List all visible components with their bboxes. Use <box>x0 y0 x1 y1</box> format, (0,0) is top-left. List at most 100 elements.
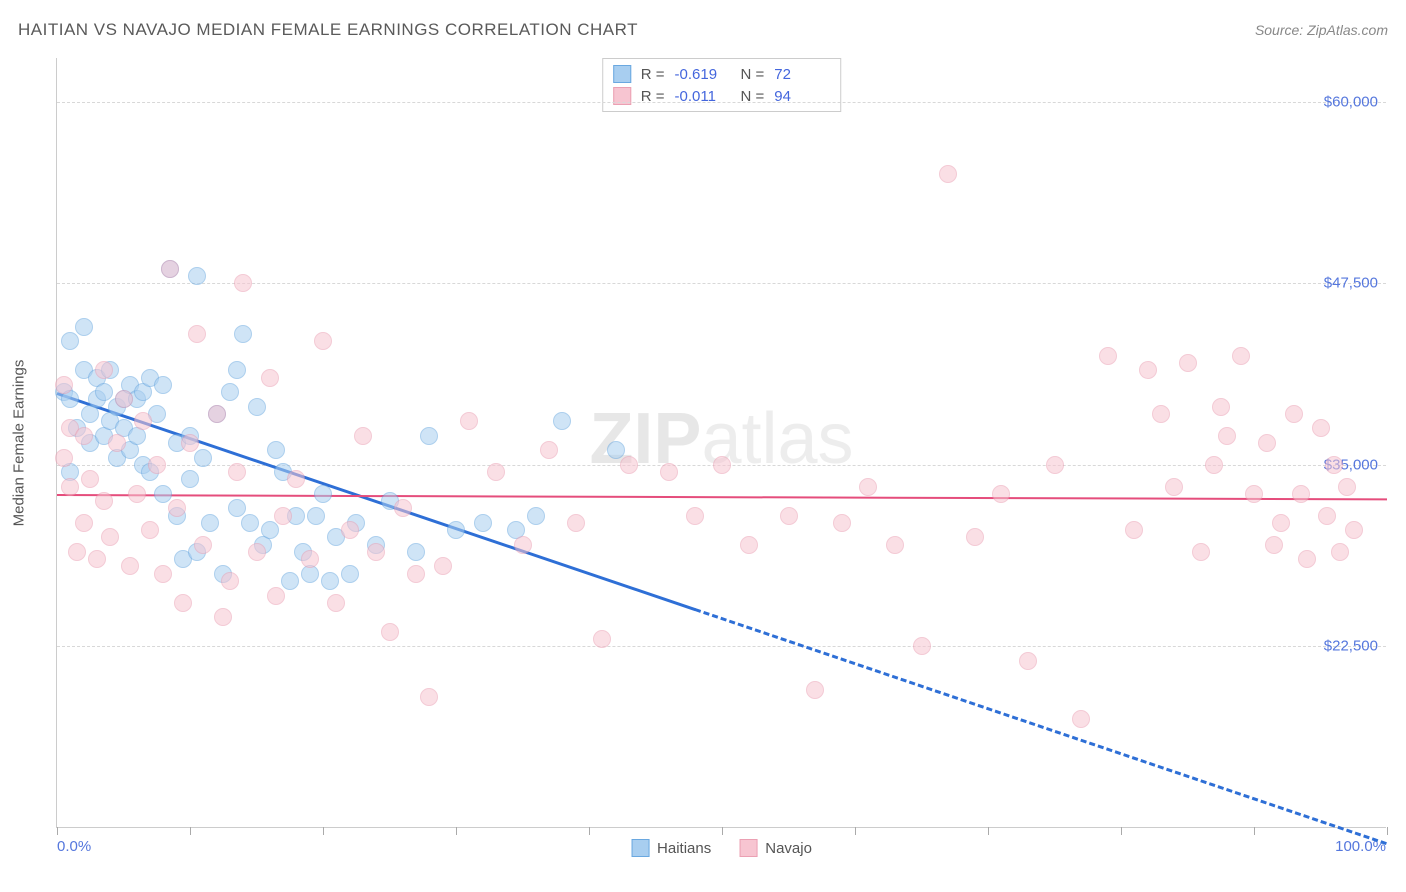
data-point <box>1285 405 1303 423</box>
x-tick <box>190 827 191 835</box>
data-point <box>607 441 625 459</box>
data-point <box>859 478 877 496</box>
y-tick-label: $60,000 <box>1324 93 1378 110</box>
data-point <box>228 463 246 481</box>
data-point <box>287 470 305 488</box>
data-point <box>181 434 199 452</box>
data-point <box>514 536 532 554</box>
data-point <box>221 383 239 401</box>
data-point <box>148 456 166 474</box>
data-point <box>540 441 558 459</box>
data-point <box>1212 398 1230 416</box>
data-point <box>1139 361 1157 379</box>
data-point <box>234 325 252 343</box>
data-point <box>194 536 212 554</box>
data-point <box>1312 419 1330 437</box>
data-point <box>1205 456 1223 474</box>
data-point <box>620 456 638 474</box>
chart-header: HAITIAN VS NAVAJO MEDIAN FEMALE EARNINGS… <box>18 20 1388 40</box>
x-tick <box>1254 827 1255 835</box>
data-point <box>460 412 478 430</box>
x-tick <box>855 827 856 835</box>
data-point <box>341 565 359 583</box>
data-point <box>68 543 86 561</box>
data-point <box>95 361 113 379</box>
correlation-legend: R = -0.619 N = 72 R = -0.011 N = 94 <box>602 58 842 112</box>
data-point <box>228 361 246 379</box>
gridline <box>57 102 1386 103</box>
data-point <box>992 485 1010 503</box>
swatch-navajo <box>739 839 757 857</box>
data-point <box>174 594 192 612</box>
x-tick <box>456 827 457 835</box>
data-point <box>833 514 851 532</box>
data-point <box>75 318 93 336</box>
legend-label: Haitians <box>657 840 711 857</box>
data-point <box>1318 507 1336 525</box>
data-point <box>88 550 106 568</box>
data-point <box>1099 347 1117 365</box>
data-point <box>354 427 372 445</box>
data-point <box>740 536 758 554</box>
data-point <box>686 507 704 525</box>
x-axis-min-label: 0.0% <box>57 838 91 855</box>
data-point <box>168 499 186 517</box>
data-point <box>115 390 133 408</box>
data-point <box>420 688 438 706</box>
x-tick <box>323 827 324 835</box>
data-point <box>660 463 678 481</box>
chart-title: HAITIAN VS NAVAJO MEDIAN FEMALE EARNINGS… <box>18 20 638 40</box>
data-point <box>367 543 385 561</box>
data-point <box>407 543 425 561</box>
data-point <box>301 550 319 568</box>
data-point <box>1265 536 1283 554</box>
data-point <box>214 608 232 626</box>
data-point <box>447 521 465 539</box>
watermark-bold: ZIP <box>589 398 701 478</box>
data-point <box>1218 427 1236 445</box>
legend-item-haitians: Haitians <box>631 839 711 857</box>
data-point <box>966 528 984 546</box>
data-point <box>1179 354 1197 372</box>
data-point <box>913 637 931 655</box>
data-point <box>61 332 79 350</box>
source-attribution: Source: ZipAtlas.com <box>1255 22 1388 38</box>
data-point <box>1125 521 1143 539</box>
data-point <box>341 521 359 539</box>
data-point <box>314 485 332 503</box>
data-point <box>321 572 339 590</box>
data-point <box>1072 710 1090 728</box>
r-label: R = <box>641 66 665 83</box>
data-point <box>75 427 93 445</box>
x-tick <box>722 827 723 835</box>
y-axis-label: Median Female Earnings <box>11 359 28 526</box>
regression-line <box>57 494 1387 500</box>
y-tick-label: $47,500 <box>1324 275 1378 292</box>
data-point <box>1325 456 1343 474</box>
data-point <box>434 557 452 575</box>
data-point <box>61 478 79 496</box>
data-point <box>1232 347 1250 365</box>
data-point <box>241 514 259 532</box>
r-value-haitians: -0.619 <box>675 66 731 83</box>
data-point <box>1272 514 1290 532</box>
regression-line <box>695 608 1388 845</box>
n-value-haitians: 72 <box>774 66 830 83</box>
data-point <box>154 485 172 503</box>
swatch-haitians <box>613 65 631 83</box>
data-point <box>381 623 399 641</box>
data-point <box>713 456 731 474</box>
data-point <box>1345 521 1363 539</box>
data-point <box>281 572 299 590</box>
data-point <box>228 499 246 517</box>
data-point <box>194 449 212 467</box>
swatch-haitians <box>631 839 649 857</box>
x-tick <box>589 827 590 835</box>
data-point <box>55 449 73 467</box>
data-point <box>806 681 824 699</box>
data-point <box>1046 456 1064 474</box>
data-point <box>314 332 332 350</box>
n-label: N = <box>741 66 765 83</box>
gridline <box>57 283 1386 284</box>
data-point <box>261 521 279 539</box>
